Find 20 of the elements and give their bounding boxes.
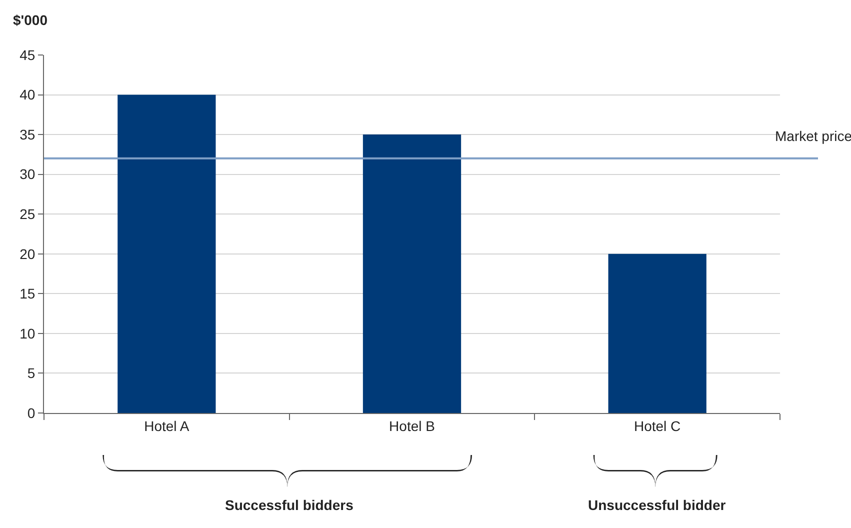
y-tick-label: 25 (20, 206, 36, 222)
y-tick-label: 20 (20, 246, 36, 262)
x-tick-label: Hotel C (634, 418, 681, 434)
y-axis-title: $'000 (13, 12, 48, 28)
y-tick-label: 45 (20, 46, 36, 63)
y-tick-label: 15 (20, 286, 36, 302)
bar (118, 94, 216, 413)
y-tick-label: 30 (20, 166, 36, 182)
y-tick-label: 10 (20, 325, 36, 342)
x-tick-label: Hotel B (389, 418, 435, 434)
text: Successful bidders (225, 497, 354, 513)
bar (362, 134, 462, 413)
y-tick-label: 0 (27, 404, 36, 421)
y-tick-label: 35 (20, 126, 36, 142)
x-tick-label: Hotel A (144, 418, 190, 434)
ref-line-label: Market price (775, 128, 851, 144)
text: Unsuccessful bidder (588, 497, 726, 513)
y-tick-label: 5 (27, 365, 36, 382)
bar (608, 254, 706, 413)
y-tick-label: 40 (20, 86, 36, 103)
